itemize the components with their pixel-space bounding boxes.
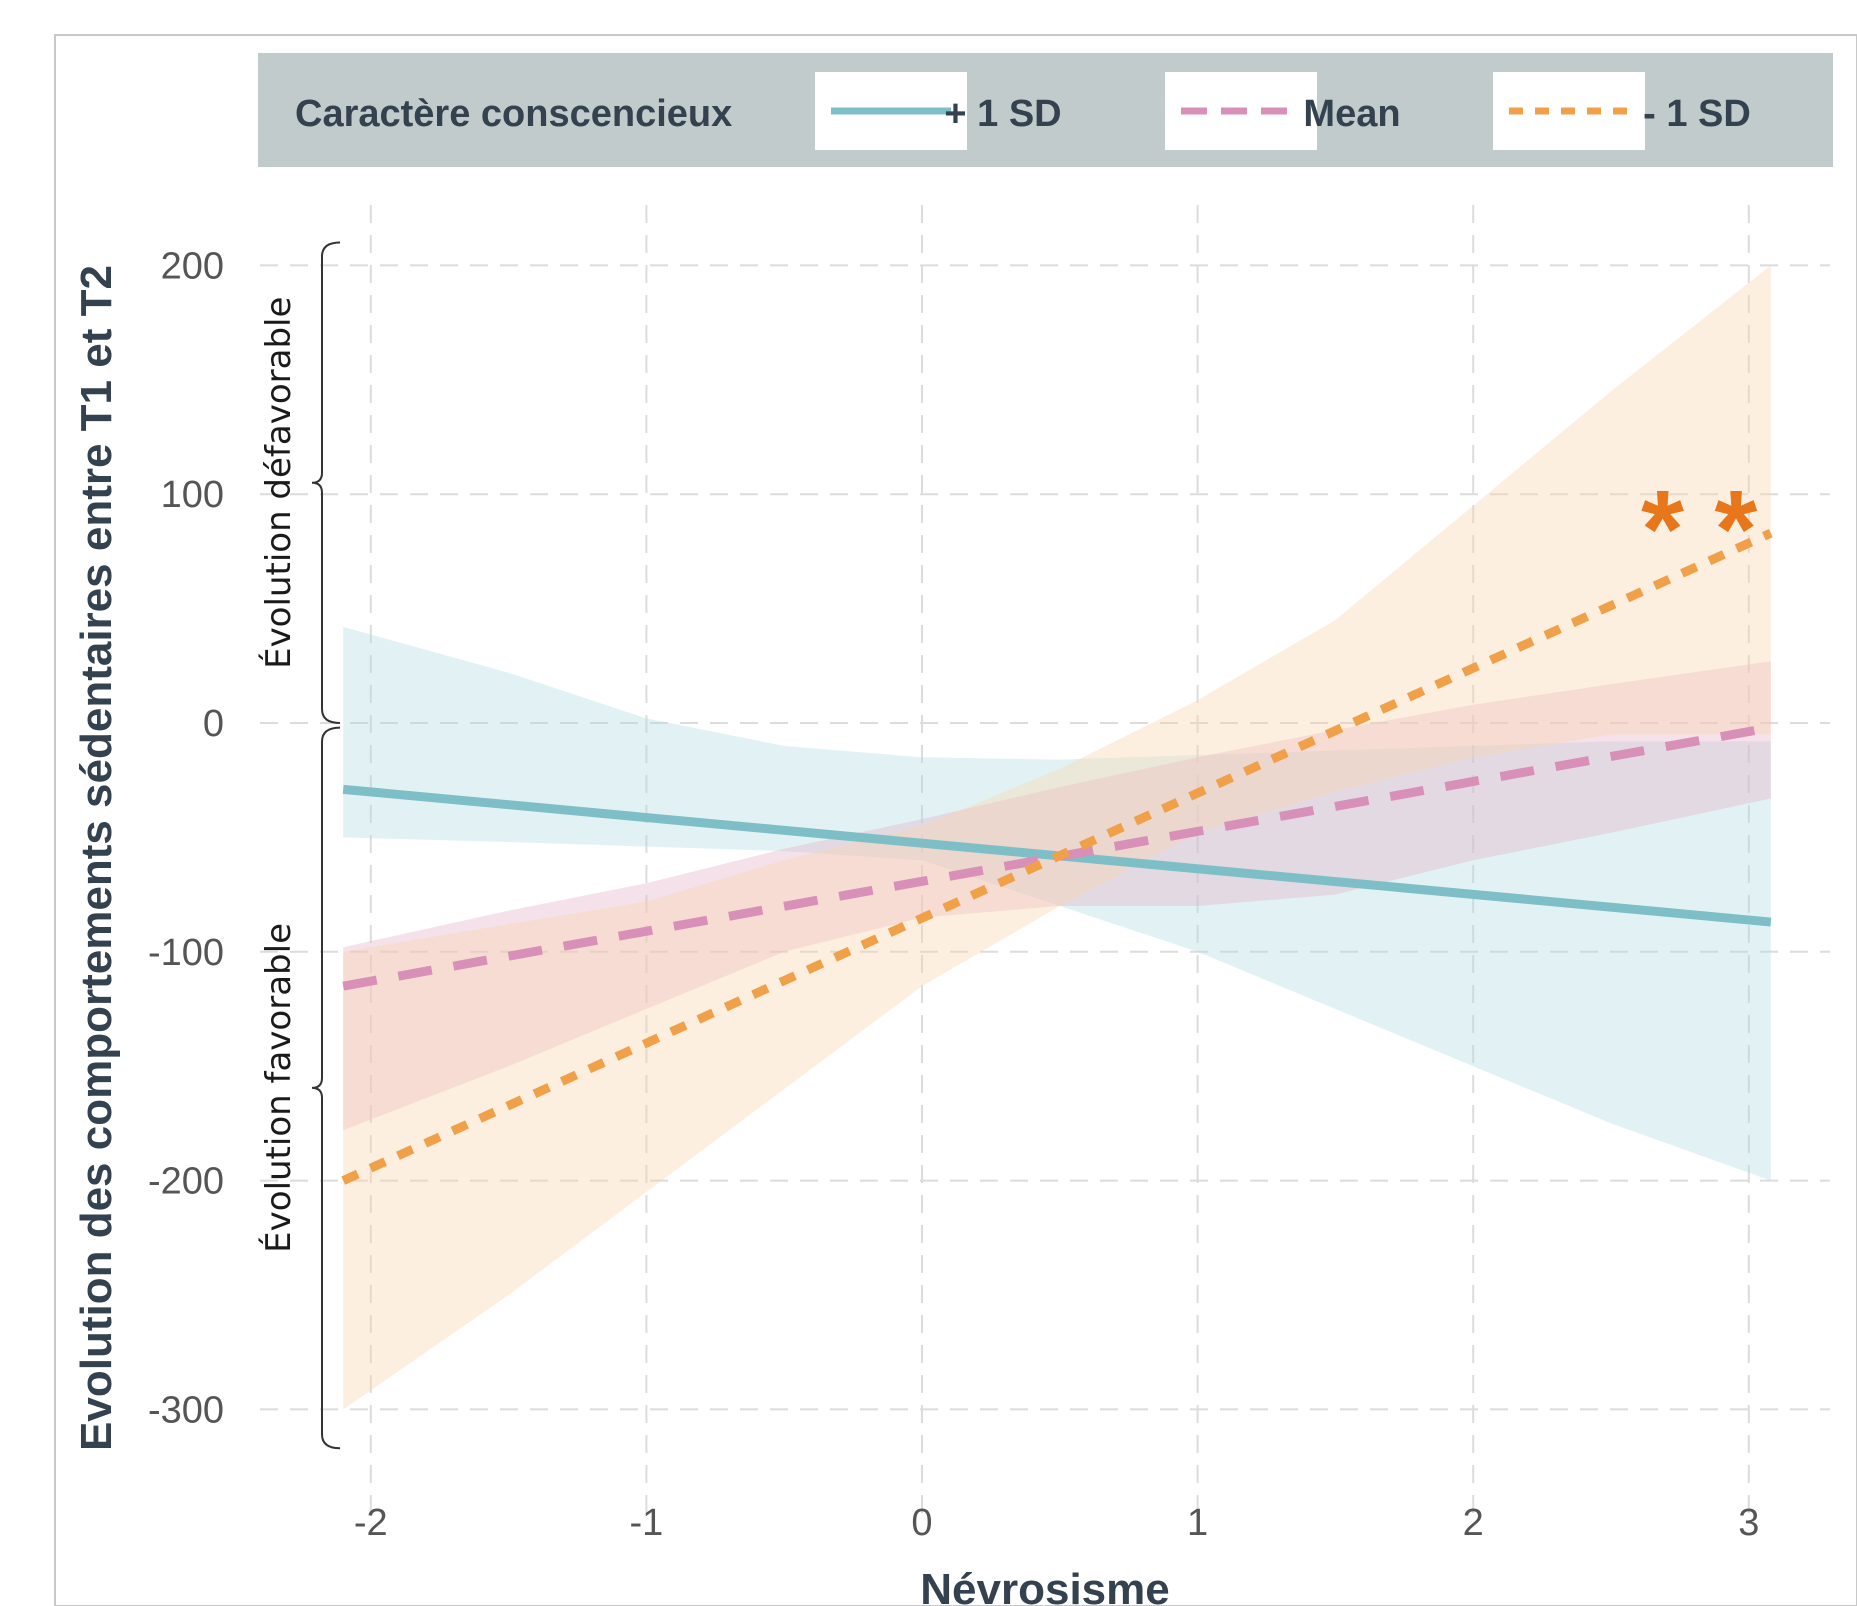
y-tick-label-4: -200 — [148, 1161, 224, 1203]
y-tick-label-3: -100 — [148, 932, 224, 974]
confidence-bands — [343, 265, 1771, 1410]
x-tick-label-5: 3 — [1738, 1502, 1759, 1544]
x-axis-label: Névrosisme — [920, 1565, 1169, 1606]
series-line-2 — [341, 528, 1773, 1185]
x-axis-ticks: -2 -1 0 1 2 3 — [354, 1502, 1759, 1544]
x-tick-label-1: -1 — [630, 1502, 664, 1544]
x-tick-label-4: 2 — [1463, 1502, 1484, 1544]
evolution-brackets: Évolution défavorable Évolution favorable — [258, 241, 341, 1450]
series-lines — [341, 528, 1773, 1185]
legend-title: Caractère conscencieux — [295, 93, 732, 135]
legend-items: + 1 SD Mean - 1 SD — [815, 72, 1751, 150]
x-tick-label-0: -2 — [354, 1502, 388, 1544]
x-tick-label-3: 1 — [1187, 1502, 1208, 1544]
confidence-band-2 — [343, 265, 1771, 1410]
bracket-1 — [311, 726, 341, 1450]
y-tick-label-0: 200 — [161, 245, 224, 287]
confidence-band-1 — [343, 661, 1771, 1131]
y-tick-label-1: 100 — [161, 474, 224, 516]
bracket-label-0: Évolution défavorable — [258, 297, 299, 669]
x-tick-label-2: 0 — [911, 1502, 932, 1544]
plot-frame — [54, 34, 1857, 1606]
grid — [260, 205, 1830, 1520]
legend-label-1: Mean — [1303, 93, 1400, 135]
significance-marker: * * — [1641, 468, 1757, 591]
legend: Caractère conscencieux + 1 SD Mean - 1 SD — [258, 53, 1833, 167]
confidence-band-0 — [343, 626, 1771, 1181]
y-axis-label: Evolution des comportements sédentaires … — [72, 265, 121, 1451]
y-axis-ticks: 200 100 0 -100 -200 -300 — [148, 245, 224, 1431]
bracket-0 — [311, 241, 341, 724]
y-tick-label-2: 0 — [203, 703, 224, 745]
y-tick-label-5: -300 — [148, 1389, 224, 1431]
legend-label-0: + 1 SD — [944, 93, 1061, 135]
legend-label-2: - 1 SD — [1643, 93, 1751, 135]
bracket-label-1: Évolution favorable — [258, 923, 299, 1253]
series-line-1 — [342, 723, 1772, 991]
